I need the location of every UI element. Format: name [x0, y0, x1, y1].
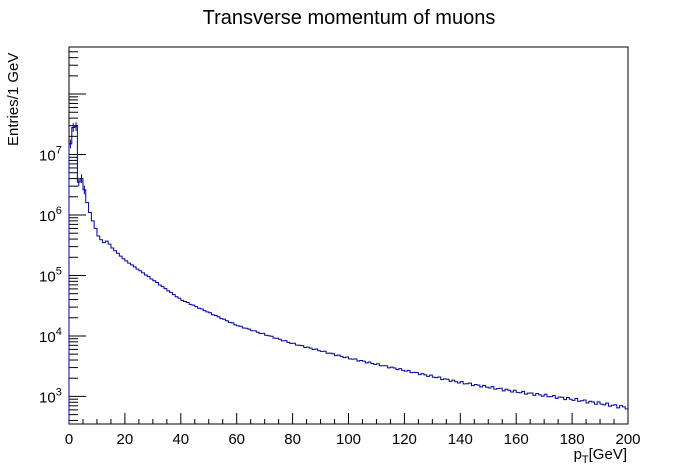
y-tick-label-base: 10 [39, 268, 56, 285]
y-axis-label: Entries/1 GeV [5, 53, 22, 146]
x-tick-label: 100 [336, 431, 361, 448]
x-tick-label: 140 [448, 431, 473, 448]
y-tick-label-base: 10 [39, 148, 56, 165]
y-tick-label: 103 [39, 386, 62, 406]
x-tick-label: 180 [560, 431, 585, 448]
x-tick-label: 200 [615, 431, 640, 448]
y-tick-label-exp: 3 [56, 386, 62, 398]
x-axis-label-unit: [GeV] [589, 446, 627, 463]
x-axis-label-sub: T [582, 454, 589, 466]
y-tick-label-exp: 4 [56, 326, 62, 338]
x-tick-label: 160 [504, 431, 529, 448]
plot-frame [68, 46, 629, 425]
x-axis-label: pT[GeV] [574, 446, 627, 466]
y-tick-label-exp: 6 [56, 205, 62, 217]
y-tick-label-exp: 5 [56, 265, 62, 277]
y-tick-label-exp: 7 [56, 145, 62, 157]
y-tick-label-base: 10 [39, 389, 56, 406]
y-tick-label-base: 10 [39, 329, 56, 346]
y-tick-label: 106 [39, 205, 62, 225]
x-tick-label: 120 [392, 431, 417, 448]
y-tick-label: 107 [39, 145, 62, 165]
x-tick-label: 80 [284, 431, 301, 448]
y-tick-label: 104 [39, 326, 62, 346]
y-tick-label-base: 10 [39, 208, 56, 225]
histogram-line [68, 126, 628, 424]
x-tick-label: 20 [117, 431, 134, 448]
x-axis-label-main: p [574, 446, 582, 463]
chart-title: Transverse momentum of muons [203, 7, 496, 29]
y-tick-label: 105 [39, 265, 62, 285]
x-axis: 0 20 40 60 80 100 120 140 160 180 200 [65, 413, 641, 448]
x-tick-label: 60 [228, 431, 245, 448]
error-bars [69, 122, 85, 195]
x-tick-label: 40 [172, 431, 189, 448]
x-tick-label: 0 [65, 431, 73, 448]
